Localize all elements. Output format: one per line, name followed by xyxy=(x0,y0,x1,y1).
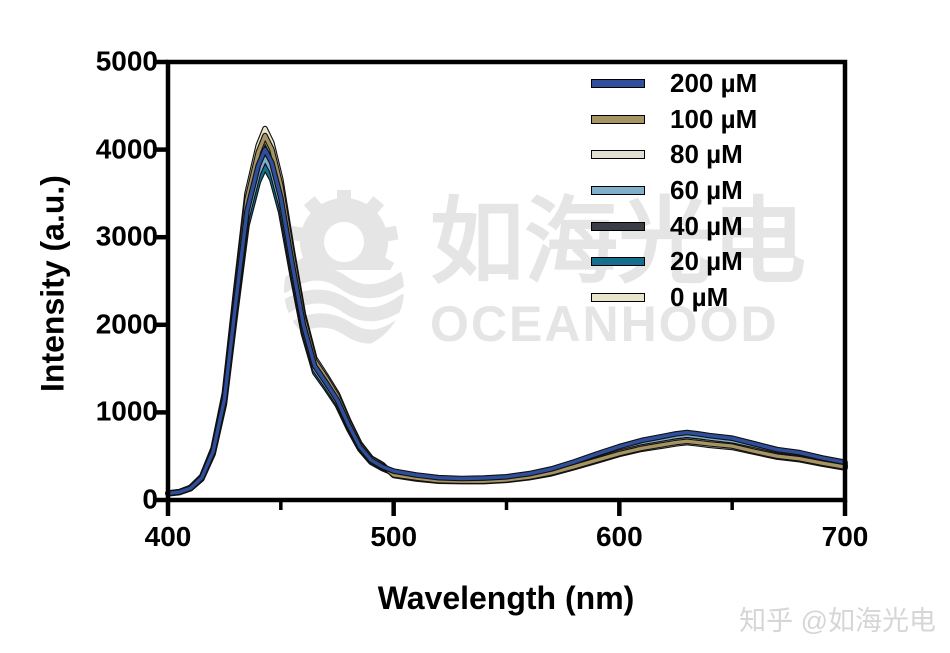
legend-label-20um: 20 µM xyxy=(670,246,743,277)
y-tick-label-2000: 2000 xyxy=(95,308,158,340)
legend-item-200um: 200 µM xyxy=(591,66,757,102)
legend-swatch-80um xyxy=(591,150,645,160)
legend-item-20um: 20 µM xyxy=(591,244,757,280)
legend-label-200um: 200 µM xyxy=(670,68,758,99)
legend-item-80um: 80 µM xyxy=(591,137,757,173)
legend-item-40um: 40 µM xyxy=(591,208,757,244)
legend-label-60um: 60 µM xyxy=(670,175,743,206)
zhihu-watermark: 知乎 @如海光电 xyxy=(739,606,936,636)
oceanhood-logo-icon xyxy=(280,190,408,358)
y-axis-title: Intensity (a.u.) xyxy=(34,175,71,392)
x-axis-title: Wavelength (nm) xyxy=(377,580,635,616)
legend-label-40um: 40 µM xyxy=(670,210,743,241)
legend-item-100um: 100 µM xyxy=(591,102,757,138)
y-tick-label-1000: 1000 xyxy=(95,395,158,427)
watermark-chinese-text: 如海光电 xyxy=(430,189,807,294)
watermark-english-text: OCEANHOOD xyxy=(430,296,779,353)
chart-legend: 200 µM 100 µM 80 µM 60 µM 40 µM 20 µM 0 … xyxy=(591,66,757,315)
legend-label-80um: 80 µM xyxy=(670,139,743,170)
legend-label-0um: 0 µM xyxy=(670,281,729,312)
y-tick-label-4000: 4000 xyxy=(95,132,158,164)
legend-label-100um: 100 µM xyxy=(670,103,758,134)
legend-item-60um: 60 µM xyxy=(591,173,757,209)
x-tick-label-700: 700 xyxy=(821,521,869,552)
legend-swatch-20um xyxy=(591,257,645,267)
legend-swatch-100um xyxy=(591,114,645,124)
oceanhood-watermark-text: 如海光电 OCEANHOOD xyxy=(430,190,806,353)
x-tick-label-600: 600 xyxy=(595,521,643,552)
y-tick-label-5000: 5000 xyxy=(95,45,158,77)
legend-swatch-0um xyxy=(591,292,645,302)
legend-swatch-40um xyxy=(591,221,645,231)
y-tick-label-0: 0 xyxy=(142,483,158,515)
legend-swatch-60um xyxy=(591,186,645,196)
y-tick-label-3000: 3000 xyxy=(95,220,158,252)
series-line-200µM xyxy=(166,147,847,496)
x-tick-label-400: 400 xyxy=(144,521,192,552)
x-tick-label-500: 500 xyxy=(370,521,418,552)
series-line-100µM xyxy=(166,133,847,495)
oceanhood-watermark: 如海光电 OCEANHOOD xyxy=(280,190,806,358)
legend-swatch-200um xyxy=(591,79,645,89)
legend-item-0um: 0 µM xyxy=(591,280,757,316)
